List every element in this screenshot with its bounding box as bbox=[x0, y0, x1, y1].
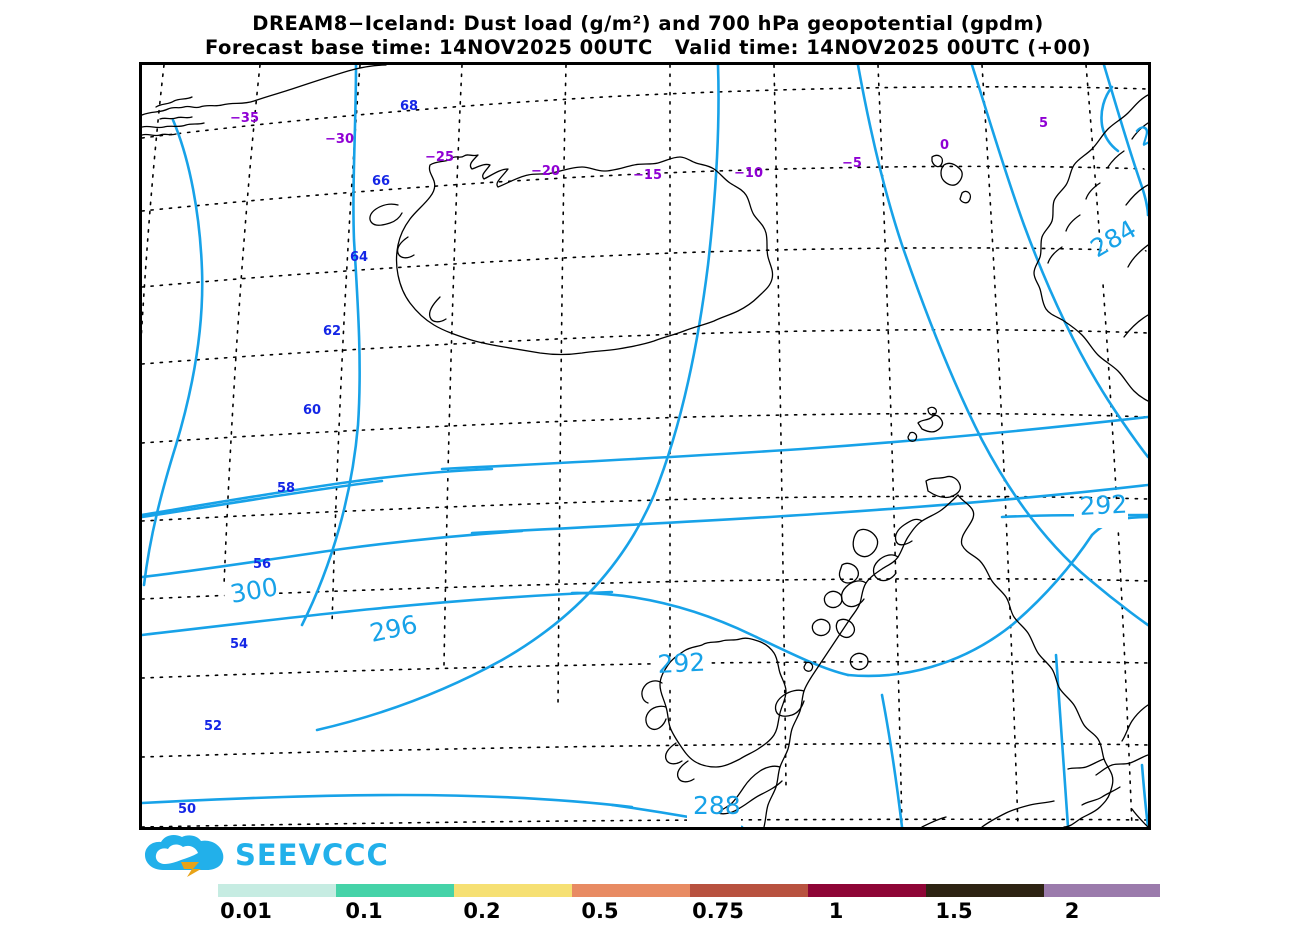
forecast-base-time: Forecast base time: 14NOV2025 00UTC bbox=[204, 36, 653, 59]
page-title: DREAM8−Iceland: Dust load (g/m²) and 700… bbox=[252, 12, 1044, 35]
lon-label: −25 bbox=[425, 150, 454, 165]
longitude-labels: −35 −30 −25 −20 −15 −10 −5 0 5 bbox=[230, 111, 1048, 183]
geopotential-contours bbox=[142, 65, 1148, 827]
contour-label: 288 bbox=[693, 791, 741, 820]
lon-label: −30 bbox=[325, 132, 354, 147]
colorbar-tick-1: 0.1 bbox=[345, 899, 383, 923]
colorbar-tick-0: 0.01 bbox=[220, 899, 272, 923]
logo-text: SEEVCCC bbox=[235, 838, 389, 872]
lat-label: 64 bbox=[350, 250, 368, 265]
map-panel[interactable]: 68 66 64 62 60 58 56 54 52 50 −35 −30 −2… bbox=[139, 62, 1151, 830]
colorbar-tick-5: 1 bbox=[828, 899, 844, 923]
colorbar-tick-3: 0.5 bbox=[581, 899, 619, 923]
colorbar[interactable]: 0.01 0.1 0.2 0.5 0.75 1 1.5 2 bbox=[218, 884, 1160, 926]
lat-label: 68 bbox=[400, 99, 418, 114]
valid-time: Valid time: 14NOV2025 00UTC (+00) bbox=[674, 36, 1092, 59]
lat-label: 62 bbox=[323, 324, 341, 339]
colorbar-segment-0 bbox=[218, 884, 336, 897]
colorbar-segment-6 bbox=[926, 884, 1044, 897]
colorbar-tick-labels: 0.01 0.1 0.2 0.5 0.75 1 1.5 2 bbox=[218, 899, 1160, 927]
lon-label: −5 bbox=[842, 156, 862, 171]
chart-title-block: DREAM8−Iceland: Dust load (g/m²) and 700… bbox=[0, 12, 1296, 60]
latitude-gridlines bbox=[142, 85, 1148, 827]
lon-label: 5 bbox=[1039, 116, 1048, 131]
lon-label: −35 bbox=[230, 111, 259, 126]
lat-label: 52 bbox=[204, 719, 222, 734]
contour-label: 292 bbox=[1079, 490, 1128, 521]
map-canvas: 68 66 64 62 60 58 56 54 52 50 −35 −30 −2… bbox=[142, 65, 1148, 827]
lat-label: 58 bbox=[277, 481, 295, 496]
colorbar-tick-7: 2 bbox=[1064, 899, 1080, 923]
lon-label: −20 bbox=[531, 164, 560, 179]
chart-subtitle: Forecast base time: 14NOV2025 00UTC Valid… bbox=[0, 36, 1296, 60]
coastlines bbox=[142, 65, 1148, 827]
lon-label: −15 bbox=[633, 168, 662, 183]
colorbar-tick-4: 0.75 bbox=[692, 899, 744, 923]
colorbar-segment-2 bbox=[454, 884, 572, 897]
lat-label: 56 bbox=[253, 557, 271, 572]
cloud-icon bbox=[145, 834, 224, 877]
colorbar-segment-4 bbox=[690, 884, 808, 897]
latitude-labels: 68 66 64 62 60 58 56 54 52 50 bbox=[178, 99, 418, 817]
lat-label: 60 bbox=[303, 403, 321, 418]
contour-label-masks bbox=[224, 121, 1148, 827]
seevccc-logo[interactable]: SEEVCCC bbox=[143, 834, 403, 880]
colorbar-segment-7 bbox=[1044, 884, 1160, 897]
colorbar-strip bbox=[218, 884, 1160, 897]
contour-labels: 276 284 292 300 296 292 288 bbox=[228, 104, 1148, 820]
lat-label: 50 bbox=[178, 802, 196, 817]
colorbar-tick-6: 1.5 bbox=[935, 899, 973, 923]
lat-label: 54 bbox=[230, 637, 248, 652]
colorbar-segment-3 bbox=[572, 884, 690, 897]
lon-label: 0 bbox=[940, 138, 949, 153]
colorbar-tick-2: 0.2 bbox=[463, 899, 501, 923]
contour-label: 292 bbox=[657, 648, 706, 679]
lat-label: 66 bbox=[372, 174, 390, 189]
lon-label: −10 bbox=[734, 166, 763, 181]
colorbar-segment-1 bbox=[336, 884, 454, 897]
colorbar-segment-5 bbox=[808, 884, 926, 897]
